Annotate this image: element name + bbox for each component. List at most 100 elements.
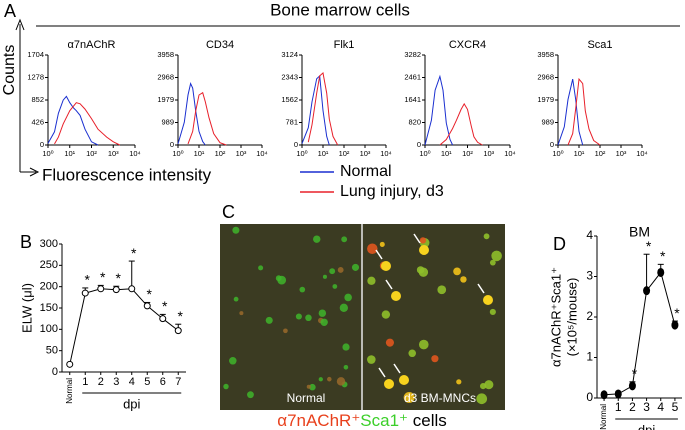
x-tick-label: 3 — [113, 376, 119, 388]
y-tick-label: 4 — [586, 228, 593, 242]
cell — [258, 265, 264, 271]
x-tick-label: 10² — [86, 149, 97, 158]
chart-title: Flk1 — [334, 39, 355, 51]
x-tick-label: 4 — [657, 400, 664, 414]
x-tick-label: 10³ — [360, 149, 371, 158]
y-tick-label: 3958 — [157, 50, 174, 59]
cell — [232, 226, 240, 234]
caption-part: α7nAChR⁺ — [277, 411, 360, 430]
y-tick-label: 50 — [46, 345, 58, 357]
cell — [295, 313, 302, 320]
y-tick-label: 989 — [541, 117, 554, 126]
cell — [320, 318, 328, 326]
panel-label: D — [553, 234, 566, 254]
x-tick-label: 10⁴ — [256, 149, 268, 158]
y-tick-label: 250 — [40, 259, 58, 271]
cell — [247, 391, 254, 399]
chart-title: BM — [629, 224, 650, 240]
y-tick-label: 3958 — [537, 50, 554, 59]
y-tick-label: 1 — [586, 350, 593, 364]
cell — [351, 263, 360, 271]
cell — [342, 343, 350, 351]
significance: * — [632, 366, 638, 382]
significance: * — [131, 245, 137, 261]
cell — [305, 314, 312, 322]
histogram-curve — [301, 74, 330, 146]
x-tick-label: 10¹ — [441, 149, 452, 158]
marker — [174, 327, 182, 335]
cell — [344, 293, 352, 302]
y-tick-label: 3282 — [404, 50, 421, 59]
y-tick-label: 2968 — [157, 72, 174, 81]
cell — [299, 286, 306, 293]
y-tick-label: 1979 — [537, 95, 554, 104]
arrow — [375, 249, 383, 260]
significance: * — [660, 248, 666, 264]
cell — [367, 355, 376, 364]
arrow — [477, 283, 485, 294]
y-tick-label: 1278 — [27, 72, 44, 81]
cell — [337, 267, 344, 273]
chart-title: α7nAChR — [68, 39, 116, 51]
cell — [332, 284, 338, 289]
x-tick-label: 10⁴ — [504, 149, 516, 158]
x-axis-title: dpi — [638, 422, 655, 430]
y-axis-title: Counts — [1, 45, 18, 96]
cell — [327, 376, 332, 382]
y-tick-label: 100 — [40, 323, 58, 335]
arrow — [413, 233, 421, 244]
panel-title: Bone marrow cells — [270, 0, 410, 19]
significance: * — [116, 270, 122, 286]
cell — [239, 311, 244, 316]
legend-label: Lung injury, d3 — [340, 183, 444, 200]
caption-part: cells — [408, 411, 447, 430]
cell — [489, 259, 496, 266]
panel-label: A — [4, 1, 16, 21]
y-tick-label: 0 — [40, 140, 44, 149]
cell — [275, 275, 282, 282]
y-tick-label: 2 — [586, 309, 593, 323]
histogram-curve — [567, 77, 601, 146]
cell — [484, 380, 494, 390]
cell — [318, 377, 323, 382]
x-tick-label: 10³ — [108, 149, 119, 158]
y-axis-title: (×10⁵/mouse) — [564, 278, 579, 357]
x-tick-label: 10¹ — [318, 149, 329, 158]
x-tick-label: 4 — [129, 376, 135, 388]
y-tick-label: 820 — [408, 117, 421, 126]
marker — [628, 381, 636, 391]
cell — [229, 357, 237, 365]
chart-title: CXCR4 — [449, 39, 486, 51]
cell — [306, 384, 311, 389]
cell — [489, 308, 496, 316]
x-axis-title: dpi — [123, 396, 140, 411]
line — [604, 271, 676, 396]
cell — [309, 383, 316, 391]
x-tick-label: 10² — [462, 149, 473, 158]
arrow — [393, 363, 401, 374]
y-tick-label: 1979 — [157, 95, 174, 104]
significance: * — [178, 308, 184, 324]
histogram-curve — [557, 78, 584, 146]
y-tick-label: 1704 — [27, 50, 44, 59]
cell — [381, 261, 391, 271]
y-axis-title: α7nAChR⁺Sca1⁺ — [548, 267, 563, 367]
cell — [476, 393, 488, 405]
y-tick-label: 1562 — [281, 95, 298, 104]
image-label: d3 BM-MNCs — [404, 391, 476, 405]
x-tick-label: 2 — [98, 376, 104, 388]
marker — [643, 286, 651, 296]
cell — [367, 243, 378, 255]
histogram-curve — [187, 91, 227, 146]
cell — [453, 267, 461, 276]
x-tick-label: Normal — [599, 404, 608, 430]
significance: * — [646, 238, 652, 254]
significance: * — [100, 269, 106, 285]
legend-label: Normal — [340, 163, 392, 180]
cell — [403, 392, 415, 404]
marker — [671, 320, 679, 330]
cell — [322, 274, 327, 279]
marker — [143, 302, 151, 310]
panel-label: B — [20, 232, 32, 252]
y-tick-label: 2461 — [404, 72, 421, 81]
